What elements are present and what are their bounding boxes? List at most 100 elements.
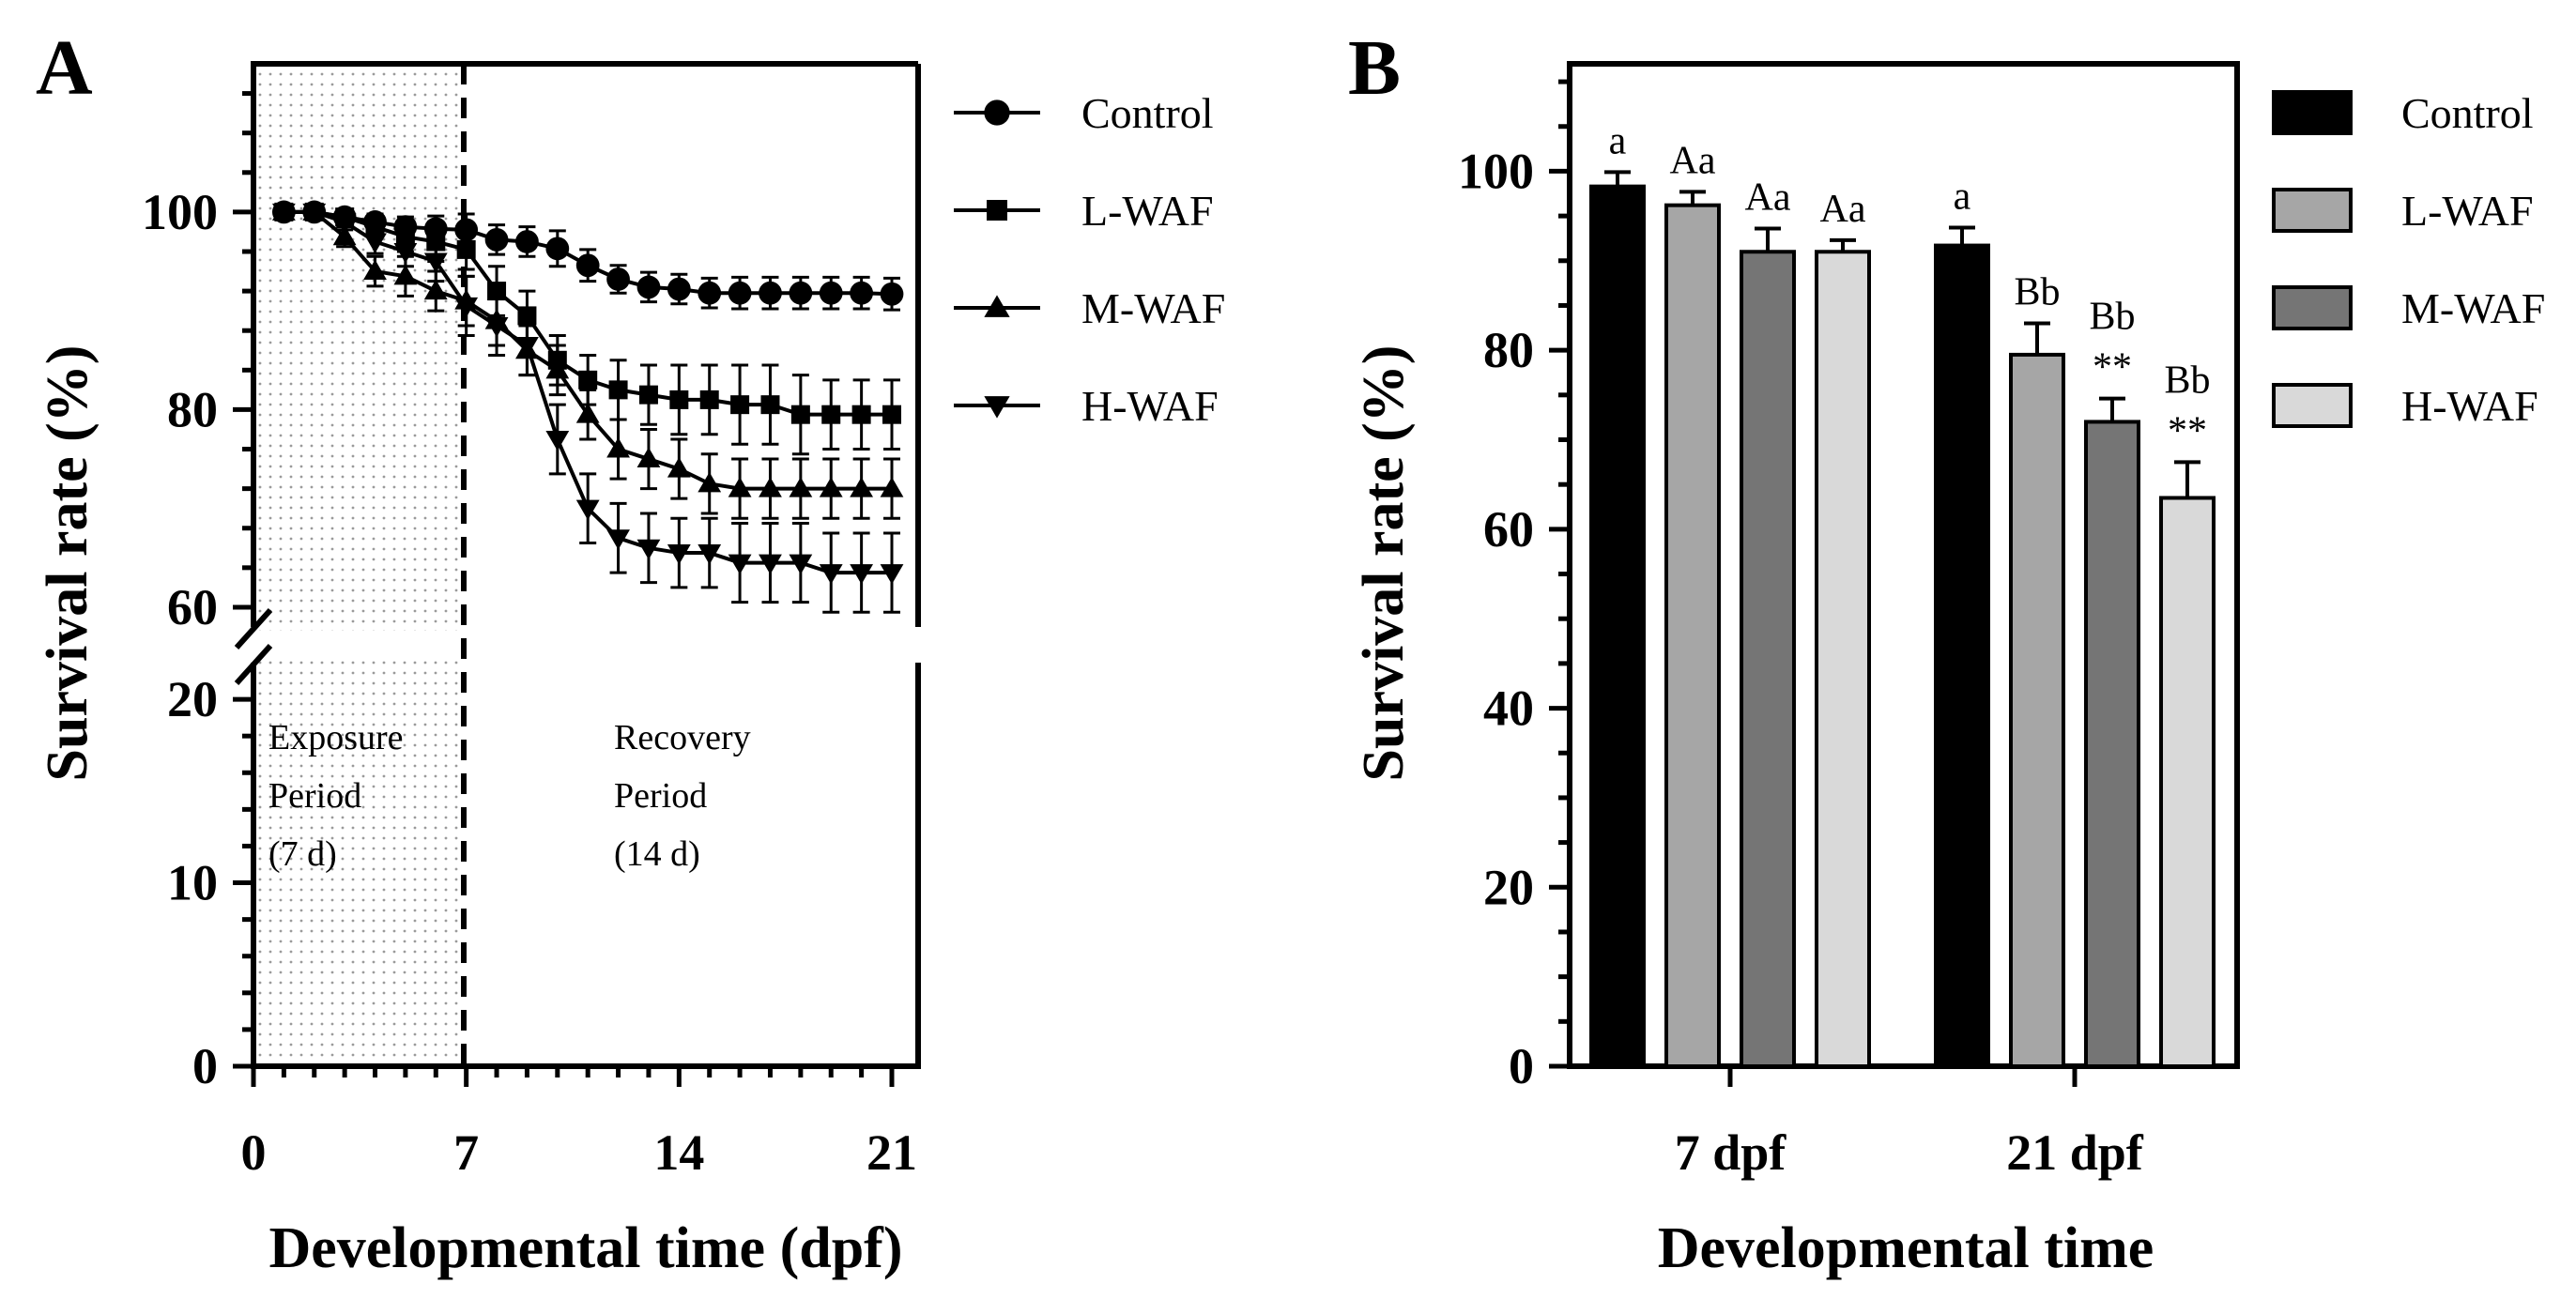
legend-label: L-WAF: [2401, 187, 2534, 235]
panel-b-legend: Control L-WAF M-WAF H-WAF: [2272, 89, 2545, 430]
panel-b-y-axis-title: Survival rate (%): [1352, 345, 1416, 782]
x-tick-label: 21: [866, 1124, 917, 1181]
significance-label: Aa: [1670, 139, 1716, 182]
panel-b-x-axis-title: Developmental time: [1658, 1216, 2154, 1280]
bar-m-waf: [1740, 250, 1796, 1068]
data-point: [669, 390, 689, 409]
y-tick-label: 80: [1483, 322, 1534, 378]
data-point: [698, 544, 722, 565]
data-point: [636, 275, 661, 299]
recovery-label: Recovery: [614, 718, 751, 757]
data-point: [699, 390, 719, 409]
data-point: [454, 297, 479, 318]
y-tick-label: 80: [167, 381, 218, 437]
panel-a-series: [271, 200, 904, 614]
data-point: [698, 281, 722, 305]
bar-m-waf: [2084, 420, 2140, 1068]
legend-swatch: [2272, 383, 2353, 428]
y-tick-label: 40: [1483, 680, 1534, 737]
data-point: [851, 405, 871, 424]
data-point: [484, 316, 509, 338]
data-point: [819, 477, 843, 497]
data-point: [730, 395, 750, 415]
legend-swatch: [2272, 285, 2353, 330]
series-h-waf: [271, 203, 904, 614]
data-point: [332, 213, 357, 234]
data-point: [393, 243, 418, 264]
data-point: [789, 281, 813, 305]
data-point: [698, 471, 722, 493]
data-point: [728, 281, 752, 305]
significance-label: Aa: [1745, 176, 1791, 219]
data-point: [578, 370, 598, 390]
data-point: [789, 554, 813, 574]
bar-l-waf: [2009, 352, 2065, 1068]
axis-break-mark-lower: [234, 643, 273, 686]
data-point: [667, 277, 691, 301]
y-tick-label: 100: [142, 184, 218, 240]
legend-entry-l-waf: L-WAF: [954, 187, 1214, 235]
data-point: [606, 437, 630, 458]
data-point: [423, 252, 448, 273]
data-point: [636, 539, 661, 560]
y-tick-label: 10: [167, 855, 218, 911]
recovery-period-label: Period: [614, 776, 707, 816]
data-point: [515, 337, 539, 358]
panel-a-legend: Control L-WAF M-WAF H-WAF: [954, 89, 1225, 430]
legend-entry-l-waf: L-WAF: [2272, 187, 2534, 235]
data-point: [515, 230, 539, 253]
significance-label: Bb: [2089, 296, 2135, 339]
legend-marker: [984, 99, 1010, 126]
data-point: [850, 564, 874, 585]
axis-break-gap: [246, 631, 950, 659]
data-point: [332, 224, 357, 246]
data-point: [850, 477, 874, 497]
bar-h-waf: [2159, 496, 2216, 1068]
exposure-label: Exposure: [268, 718, 404, 757]
data-point: [363, 233, 387, 253]
panel-a-letter: A: [36, 24, 93, 112]
y-tick-label: 60: [1483, 501, 1534, 558]
data-point: [638, 385, 658, 405]
bar-control: [1589, 184, 1646, 1068]
data-point: [759, 281, 782, 305]
series-control: [271, 200, 904, 312]
bar-l-waf: [1664, 203, 1721, 1068]
data-point: [790, 405, 810, 424]
legend-entry-control: Control: [954, 89, 1214, 137]
significance-label: **: [2093, 346, 2132, 390]
data-point: [271, 203, 296, 224]
legend-label: H-WAF: [1081, 382, 1219, 430]
data-point: [302, 203, 327, 224]
legend-marker: [984, 396, 1010, 419]
legend-swatch: [2272, 188, 2353, 233]
y-tick-label: 0: [1509, 1038, 1534, 1094]
data-point: [575, 499, 600, 521]
axis-break-mark-upper: [234, 607, 273, 650]
data-point: [789, 477, 813, 497]
legend-label: Control: [1081, 89, 1214, 137]
data-point: [850, 281, 874, 305]
data-point: [606, 529, 630, 550]
data-point: [575, 253, 600, 278]
recovery-duration-label: (14 d): [614, 834, 700, 874]
data-point: [880, 282, 904, 306]
bar-h-waf: [1815, 250, 1871, 1068]
y-tick-label: 0: [192, 1038, 218, 1094]
bar-control: [1934, 243, 1990, 1068]
x-tick-label: 7: [453, 1124, 479, 1181]
panel-a-ticks: 0 7 14 21 60 80 100 0 10 20: [142, 91, 917, 1181]
significance-label: **: [2168, 409, 2207, 452]
panel-b-ticks: 0 20 40 60 80 100 7 dpf 21 dpf: [1458, 79, 2144, 1181]
legend-label: M-WAF: [1081, 284, 1225, 332]
data-point: [545, 358, 570, 379]
data-point: [575, 403, 600, 423]
y-tick-label: 20: [1483, 859, 1534, 915]
y-tick-label: 20: [167, 671, 218, 727]
data-point: [423, 279, 448, 300]
legend-label: M-WAF: [2401, 284, 2545, 332]
x-tick-label: 7 dpf: [1675, 1124, 1787, 1181]
data-point: [819, 564, 843, 585]
legend-label: L-WAF: [1081, 187, 1214, 235]
data-point: [759, 477, 782, 497]
